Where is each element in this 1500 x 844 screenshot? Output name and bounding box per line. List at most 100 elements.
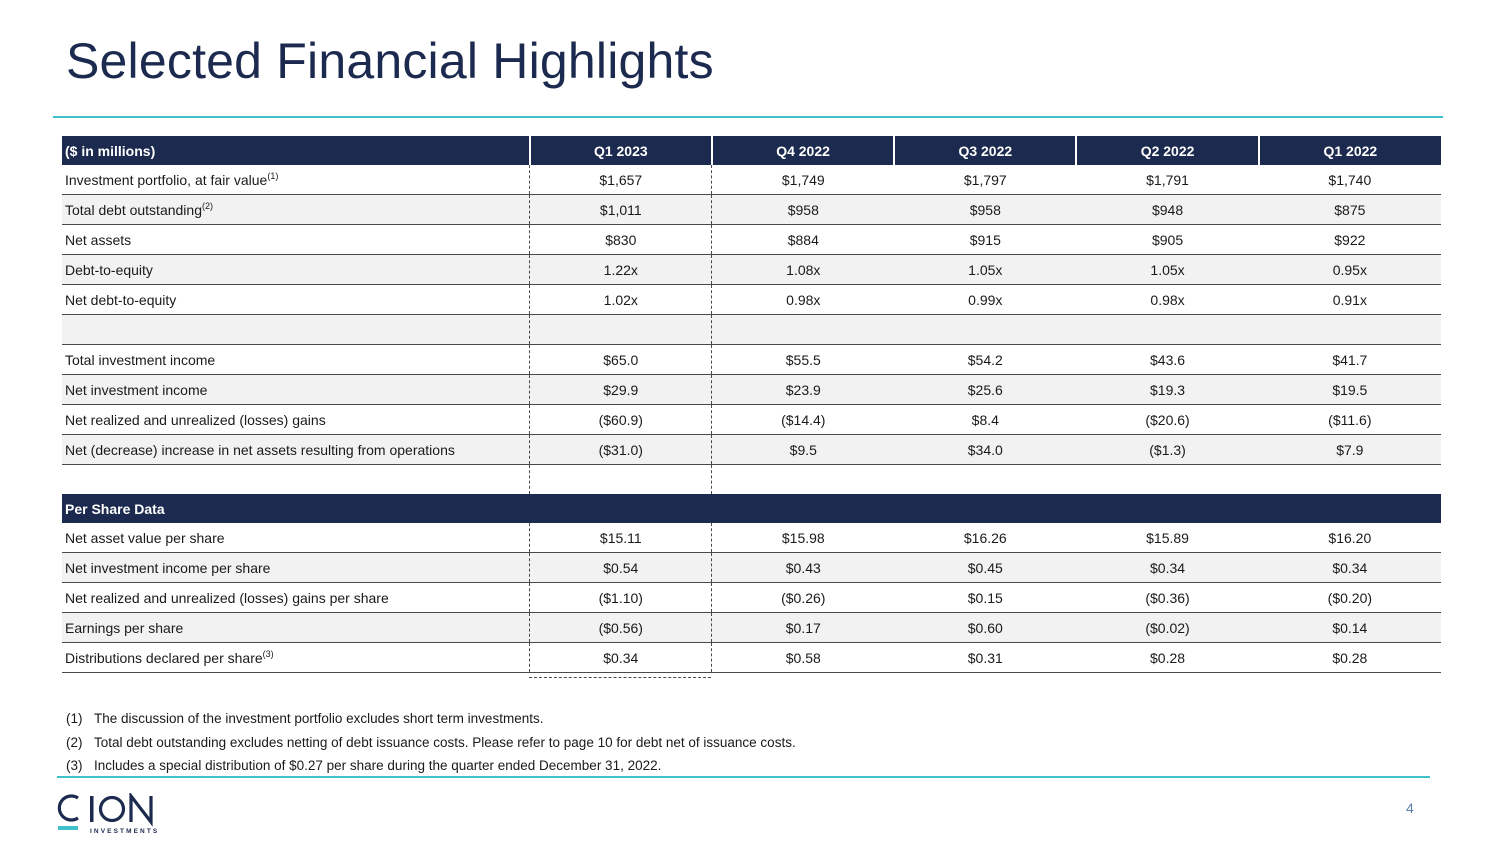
table-cell: ($20.6): [1076, 404, 1259, 435]
blank-row: [62, 314, 1441, 345]
footnote: (3) Includes a special distribution of $…: [66, 758, 662, 773]
row-label: Investment portfolio, at fair value(1): [62, 165, 530, 195]
table-cell: $54.2: [894, 344, 1077, 375]
table-cell: ($0.02): [1076, 612, 1259, 643]
table-cell: $0.43: [711, 552, 895, 583]
table-cell: 1.22x: [529, 254, 713, 285]
table-cell: $55.5: [711, 344, 895, 375]
row-label: Net debt-to-equity: [62, 284, 530, 315]
table-cell: $1,791: [1076, 165, 1259, 195]
table-cell: $8.4: [894, 404, 1077, 435]
row-label: Net realized and unrealized (losses) gai…: [62, 404, 530, 435]
svg-text:INVESTMENTS: INVESTMENTS: [90, 828, 159, 835]
table-row: Net realized and unrealized (losses) gai…: [62, 404, 1441, 435]
spacer-row: [62, 464, 1441, 494]
table-cell: $875: [1258, 194, 1441, 225]
table-row: Net assets $830 $884 $915 $905 $922: [62, 224, 1441, 255]
footnote-ref: (1): [267, 170, 279, 181]
table-row: Net investment income $29.9 $23.9 $25.6 …: [62, 374, 1441, 405]
table-cell: 1.08x: [711, 254, 895, 285]
table-row: Net (decrease) increase in net assets re…: [62, 434, 1441, 465]
table-cell: $0.14: [1258, 612, 1441, 643]
table-cell: ($60.9): [529, 404, 713, 435]
row-label: Net investment income: [62, 374, 530, 405]
table-cell: $905: [1076, 224, 1259, 255]
table-cell: $29.9: [529, 374, 713, 405]
table-cell: ($1.10): [529, 582, 713, 613]
table-cell: ($0.36): [1076, 582, 1259, 613]
table-header-row: ($ in millions) Q1 2023 Q4 2022 Q3 2022 …: [62, 136, 1441, 165]
table-cell: $1,749: [711, 165, 895, 195]
table-cell: ($14.4): [711, 404, 895, 435]
table-cell: $1,797: [894, 165, 1077, 195]
table-cell: ($0.26): [711, 582, 895, 613]
footnote: (2) Total debt outstanding excludes nett…: [66, 734, 796, 750]
table-cell: $1,011: [529, 194, 713, 225]
table-cell: 1.05x: [1076, 254, 1259, 285]
footnote: (1) The discussion of the investment por…: [66, 711, 544, 726]
row-label: Total debt outstanding(2): [62, 194, 530, 225]
section-header-row: Per Share Data: [62, 494, 1441, 523]
table-row: Net asset value per share $15.11 $15.98 …: [62, 523, 1441, 553]
table-cell: $0.54: [529, 552, 713, 583]
table-cell: $0.28: [1258, 642, 1441, 673]
table-cell: $0.15: [894, 582, 1077, 613]
table-cell: $15.89: [1076, 523, 1259, 553]
table-cell: $0.17: [711, 612, 895, 643]
table-cell: $0.28: [1076, 642, 1259, 673]
table-cell: $41.7: [1258, 344, 1441, 375]
page-title: Selected Financial Highlights: [66, 33, 714, 89]
table-cell: ($11.6): [1258, 404, 1441, 435]
cion-logo: INVESTMENTS: [57, 791, 167, 835]
table-cell: 0.98x: [711, 284, 895, 315]
table-cell: $25.6: [894, 374, 1077, 405]
table-row: Net realized and unrealized (losses) gai…: [62, 582, 1441, 613]
footnotes: (1) The discussion of the investment por…: [66, 709, 796, 780]
table-cell: $0.34: [1258, 552, 1441, 583]
table-cell: $19.5: [1258, 374, 1441, 405]
table-cell: $16.20: [1258, 523, 1441, 553]
table-cell: $0.34: [1076, 552, 1259, 583]
table-cell: $1,657: [529, 165, 713, 195]
title-divider: [53, 116, 1443, 118]
table-cell: 0.98x: [1076, 284, 1259, 315]
footnote-ref: (3): [262, 648, 274, 659]
row-label: Debt-to-equity: [62, 254, 530, 285]
row-label: Net asset value per share: [62, 523, 530, 553]
financial-highlights-table: ($ in millions) Q1 2023 Q4 2022 Q3 2022 …: [62, 136, 1441, 673]
table-cell: $1,740: [1258, 165, 1441, 195]
section-title: Per Share Data: [62, 494, 530, 523]
table-row: Distributions declared per share(3) $0.3…: [62, 642, 1441, 673]
row-label: Earnings per share: [62, 612, 530, 643]
footer-divider: [57, 776, 1430, 778]
table-row: Total investment income $65.0 $55.5 $54.…: [62, 344, 1441, 375]
table-row: Earnings per share ($0.56) $0.17 $0.60 (…: [62, 612, 1441, 643]
table-cell: ($0.20): [1258, 582, 1441, 613]
table-cell: $7.9: [1258, 434, 1441, 465]
table-cell: $958: [711, 194, 895, 225]
row-label: Net assets: [62, 224, 530, 255]
table-cell: $0.31: [894, 642, 1077, 673]
table-cell: $15.11: [529, 523, 713, 553]
table-cell: $19.3: [1076, 374, 1259, 405]
table-cell: $948: [1076, 194, 1259, 225]
table-cell: $23.9: [711, 374, 895, 405]
table-cell: ($1.3): [1076, 434, 1259, 465]
column-header: Q1 2023: [528, 136, 712, 165]
table-cell: $884: [711, 224, 895, 255]
table-cell: $0.45: [894, 552, 1077, 583]
row-label: Net investment income per share: [62, 552, 530, 583]
highlight-column-border: [529, 677, 711, 678]
row-label: Net (decrease) increase in net assets re…: [62, 434, 530, 465]
table-cell: $0.58: [711, 642, 895, 673]
table-cell: $830: [529, 224, 713, 255]
table-row: Net investment income per share $0.54 $0…: [62, 552, 1441, 583]
table-cell: ($0.56): [529, 612, 713, 643]
table-cell: $0.34: [529, 642, 713, 673]
table-row: Debt-to-equity 1.22x 1.08x 1.05x 1.05x 0…: [62, 254, 1441, 285]
table-row: Investment portfolio, at fair value(1) $…: [62, 165, 1441, 195]
column-header: Q1 2022: [1257, 136, 1441, 165]
table-cell: 0.95x: [1258, 254, 1441, 285]
table-cell: ($31.0): [529, 434, 713, 465]
column-header: Q4 2022: [710, 136, 895, 165]
